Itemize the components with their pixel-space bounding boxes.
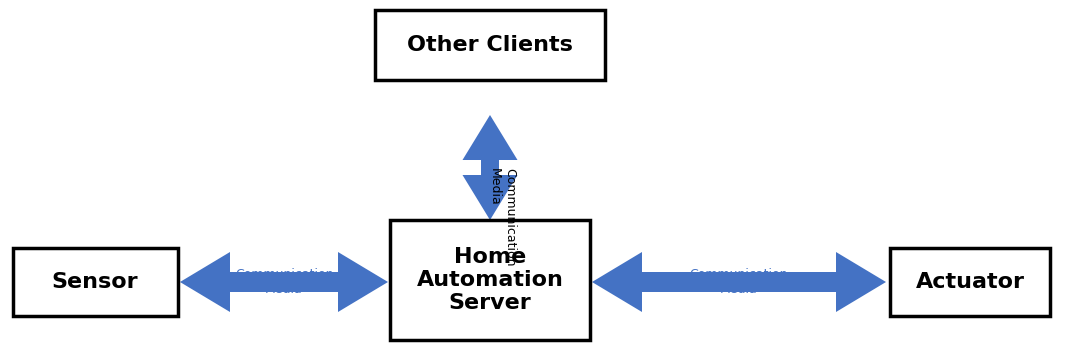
Text: Communication
Media: Communication Media bbox=[690, 268, 788, 296]
FancyBboxPatch shape bbox=[13, 248, 177, 316]
Text: Home
Automation
Server: Home Automation Server bbox=[417, 247, 563, 313]
FancyBboxPatch shape bbox=[375, 10, 605, 80]
Text: Actuator: Actuator bbox=[916, 272, 1024, 292]
FancyBboxPatch shape bbox=[390, 220, 590, 340]
Text: Other Clients: Other Clients bbox=[407, 35, 573, 55]
Polygon shape bbox=[180, 252, 388, 312]
Polygon shape bbox=[462, 115, 517, 220]
Polygon shape bbox=[592, 252, 886, 312]
Text: Communication
Media: Communication Media bbox=[488, 167, 516, 266]
FancyBboxPatch shape bbox=[890, 248, 1050, 316]
Text: Sensor: Sensor bbox=[52, 272, 139, 292]
Text: Communication
Media: Communication Media bbox=[234, 268, 333, 296]
